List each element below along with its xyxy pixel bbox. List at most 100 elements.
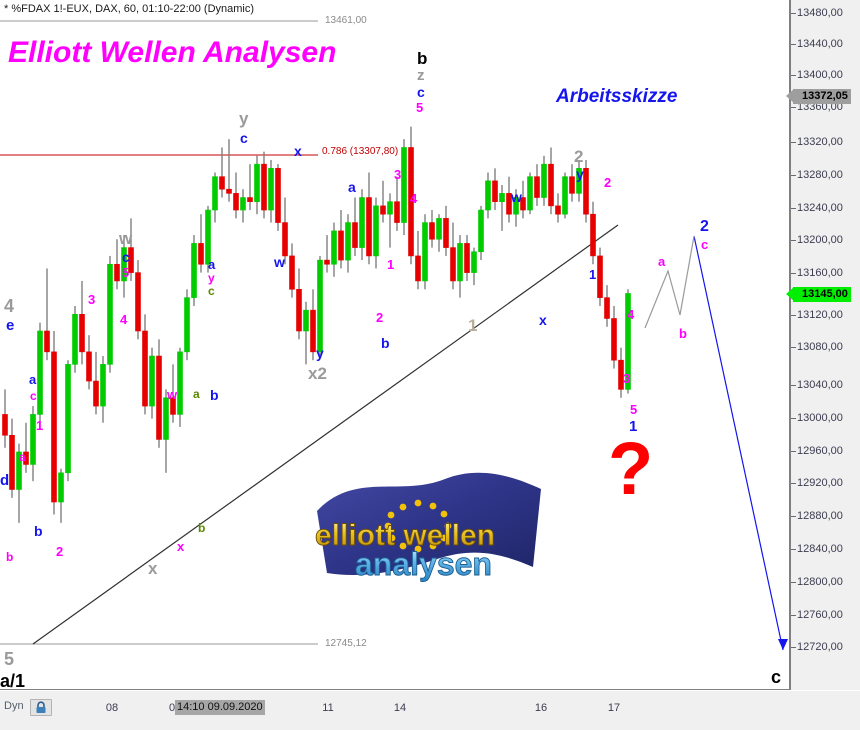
wave-label: 4 <box>120 312 128 327</box>
wave-label: d <box>0 472 10 489</box>
eu-flag-shape <box>317 472 541 576</box>
level-label-low: 12745,12 <box>325 638 367 649</box>
wave-label: 5 <box>122 265 130 280</box>
wave-label: b <box>6 550 14 564</box>
price-tick: 12840,00 <box>791 543 843 555</box>
subtitle-arbeitsskizze: Arbeitsskizze <box>556 86 678 107</box>
wave-label: 2 <box>700 218 709 235</box>
last-price-badge: 13145,00 <box>786 287 851 302</box>
wave-label: a <box>658 254 666 269</box>
wave-label: 3 <box>88 292 96 307</box>
wave-label: a <box>208 257 216 272</box>
price-tick: 13280,00 <box>791 169 843 181</box>
wave-label: y <box>208 271 215 285</box>
question-mark-annotation: ? <box>608 427 654 510</box>
wave-label: y <box>239 109 249 128</box>
time-axis[interactable]: Dyn 14:10 09.09.2020 08 0 11 14 16 17 <box>0 691 860 730</box>
wave-label: b <box>34 523 43 539</box>
price-tick: 13240,00 <box>791 202 843 214</box>
time-tick: 17 <box>607 702 621 714</box>
watermark-logo: elliott wellen analysen <box>305 463 567 595</box>
wave-label: 2 <box>604 175 612 190</box>
time-tick: 08 <box>105 702 119 714</box>
wave-label: x2 <box>308 364 327 383</box>
wave-label: w <box>167 387 178 402</box>
wave-label: c <box>240 130 248 146</box>
wave-label: 5 <box>416 100 424 115</box>
wave-label: a <box>19 450 26 464</box>
price-tick: 12920,00 <box>791 477 843 489</box>
wave-label: e <box>6 317 15 334</box>
wave-label: c <box>417 84 425 100</box>
wave-label: 3 <box>623 371 631 386</box>
wave-label: 5 <box>4 649 15 669</box>
wave-label: w <box>274 254 285 270</box>
wave-label: c <box>122 249 130 265</box>
wave-label: c <box>30 389 37 403</box>
time-tick: 16 <box>534 702 548 714</box>
wave-label: a <box>29 372 37 387</box>
price-tick: 12960,00 <box>791 445 843 457</box>
price-axis[interactable]: 13480,00 13440,00 13400,00 13360,00 13320,00… <box>786 0 860 690</box>
time-tick: 14 <box>393 702 407 714</box>
price-tick: 13120,00 <box>791 309 843 321</box>
price-tick: 12800,00 <box>791 576 843 588</box>
eu-stars <box>384 499 452 553</box>
price-tick: 13440,00 <box>791 38 843 50</box>
price-tick: 13160,00 <box>791 267 843 279</box>
wave-label: b <box>381 335 390 351</box>
brand-headline: Elliott Wellen Analysen <box>8 36 337 69</box>
wave-label: b <box>679 326 687 341</box>
fib-retracement-label: 0.786 (13307,80) <box>322 146 399 157</box>
price-tick: 13000,00 <box>791 412 843 424</box>
prev-close-badge: 13372,05 <box>786 89 851 104</box>
price-tick: 13040,00 <box>791 379 843 391</box>
price-tick: 13200,00 <box>791 234 843 246</box>
wave-label: y <box>316 345 324 361</box>
wave-label: 3 <box>394 167 402 182</box>
price-tick: 12760,00 <box>791 609 843 621</box>
wave-label: 1 <box>468 316 478 335</box>
watermark-text-line1: elliott wellen <box>315 519 495 552</box>
wave-label: 2 <box>574 147 584 166</box>
wave-label: 1 <box>36 418 44 433</box>
wave-label: 2 <box>56 544 64 559</box>
wave-label: a/1 <box>0 671 26 691</box>
level-label-high: 13461,00 <box>325 15 367 26</box>
cursor-time-readout: 14:10 09.09.2020 <box>175 700 265 715</box>
wave-label: 1 <box>589 267 597 282</box>
wave-label: 4 <box>627 307 635 322</box>
wave-label: b <box>210 387 219 403</box>
lock-icon[interactable] <box>30 699 52 716</box>
wave-label: 2 <box>376 310 384 325</box>
wave-label: 1 <box>387 257 395 272</box>
wave-label: 4 <box>410 191 418 206</box>
wave-label: z <box>417 67 425 84</box>
time-tick: 0 <box>168 702 176 714</box>
wave-label: c <box>208 284 215 298</box>
wave-label: x <box>148 559 158 578</box>
wave-label: w <box>119 229 133 248</box>
wave-label: y <box>576 166 584 182</box>
price-tick: 13400,00 <box>791 69 843 81</box>
wave-label: x <box>294 143 302 159</box>
wave-label: 5 <box>630 402 638 417</box>
wave-label: w <box>511 189 522 205</box>
wave-label: c <box>701 237 709 252</box>
time-tick: 11 <box>322 702 334 714</box>
wave-label: x <box>177 539 185 554</box>
price-tick: 13080,00 <box>791 341 843 353</box>
wave-label: b <box>198 521 206 535</box>
wave-label: a <box>193 387 200 401</box>
wave-label: b <box>417 49 428 68</box>
chart-title: * %FDAX 1!-EUX, DAX, 60, 01:10-22:00 (Dy… <box>4 3 255 15</box>
price-tick: 13480,00 <box>791 7 843 19</box>
wave-label: 1 <box>629 418 638 435</box>
price-tick: 13360,00 <box>791 101 843 113</box>
dyn-label: Dyn <box>4 700 24 712</box>
wave-label: 4 <box>4 296 15 316</box>
watermark-text-line2: analysen <box>355 546 492 582</box>
wave-label: a <box>348 179 356 195</box>
price-tick: 13320,00 <box>791 136 843 148</box>
